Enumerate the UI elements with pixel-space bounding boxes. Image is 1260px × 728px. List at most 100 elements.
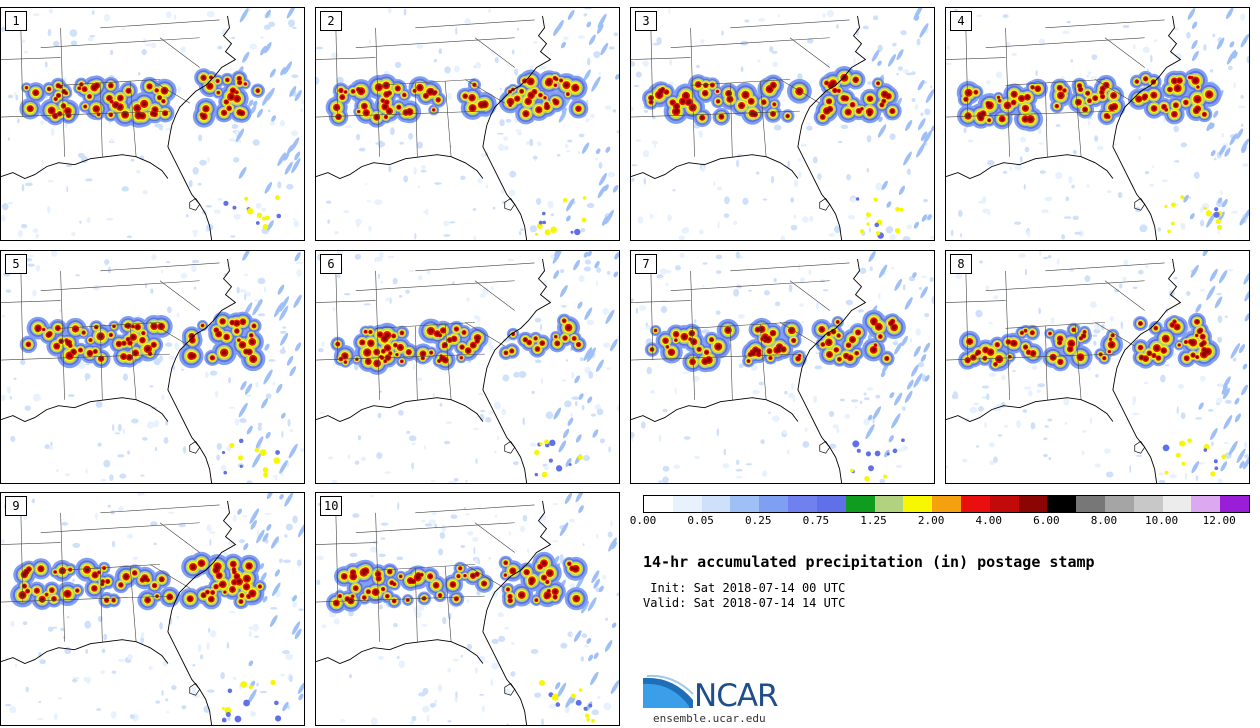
precip-cell [109,333,113,337]
precip-cell [891,324,897,330]
light-precip-cell [1186,31,1191,39]
precip-cell [756,349,761,353]
light-precip-cell [35,233,40,239]
light-precip-cell [1094,322,1101,331]
precip-cell [899,207,904,212]
light-precip-cell [668,8,671,15]
light-precip-cell [1090,301,1097,309]
precip-cell [674,104,679,109]
light-precip-cell [867,81,873,85]
light-precip-cell [889,133,896,140]
lake-outline [189,440,201,454]
precip-cell [1025,95,1030,100]
light-precip-cell [292,26,297,30]
light-precip-cell [1005,41,1011,48]
precip-cell [1187,438,1192,443]
precip-cell [576,106,581,111]
precip-cell [819,327,824,332]
light-precip-cell [223,551,228,558]
precip-cell [152,107,158,112]
light-precip-cell [900,30,907,36]
precip-cell [868,465,874,472]
precip-cell [726,91,731,96]
coastline [631,154,799,180]
precip-cell [966,90,971,96]
light-precip-cell [130,158,135,162]
light-precip-cell [1024,268,1028,276]
precip-streak [587,396,593,404]
light-precip-cell [1093,340,1097,346]
precip-streak [877,60,882,66]
light-precip-cell [1227,268,1234,272]
precip-cell [748,352,752,356]
precip-cell [226,78,229,82]
precip-streak [1214,296,1223,309]
light-precip-cell [989,372,996,377]
light-precip-cell [529,225,538,233]
precip-cell [229,442,235,449]
precip-streak [255,436,264,449]
light-precip-cell [474,315,479,320]
precip-streak [907,379,914,390]
precip-cell [275,450,280,455]
light-precip-cell [117,454,125,458]
precip-streak [923,342,931,353]
light-precip-cell [1087,366,1091,371]
precip-cell [384,100,389,105]
light-precip-cell [696,64,700,69]
state-boundary [1045,326,1048,400]
precip-cell [1203,206,1207,211]
light-precip-cell [117,423,122,432]
state-boundary [1104,37,1145,68]
light-precip-cell [1009,165,1013,172]
precip-streak [286,144,294,155]
light-precip-cell [646,366,652,375]
precip-streak [553,270,560,280]
light-precip-cell [590,413,597,417]
precip-cell [1162,105,1166,109]
precip-cell [224,100,228,104]
precip-cell [1077,84,1082,88]
precip-cell [276,213,282,219]
lake-outline [504,440,516,454]
light-precip-cell [472,208,477,211]
precip-cell [510,349,514,353]
light-precip-cell [723,213,730,218]
light-precip-cell [191,259,200,264]
precip-cell [895,206,900,212]
light-precip-cell [586,202,595,209]
precip-cell [1195,334,1198,337]
precip-cell [221,350,227,356]
precip-streak [1229,133,1238,146]
precip-streak [581,142,590,154]
light-precip-cell [616,405,619,412]
light-precip-cell [1211,441,1214,447]
light-precip-cell [41,159,44,167]
precip-streak [261,398,269,409]
light-precip-cell [946,62,953,66]
precip-streak [279,459,288,474]
light-precip-cell [1161,179,1169,183]
light-precip-cell [857,309,864,313]
light-precip-cell [598,162,603,169]
precip-cell [696,82,701,87]
state-boundary [670,280,830,291]
light-precip-cell [617,334,619,341]
precip-cell [827,99,831,104]
light-precip-cell [488,347,495,351]
precip-cell [850,468,854,473]
light-precip-cell [659,268,668,275]
precip-cell [78,348,82,352]
precip-cell [755,327,760,332]
precip-cell [72,350,76,354]
light-precip-cell [1199,375,1206,382]
precip-cell [362,104,367,109]
light-precip-cell [744,19,750,23]
light-precip-cell [583,455,590,461]
light-precip-cell [735,251,741,259]
light-precip-cell [488,8,491,13]
light-precip-cell [176,615,180,619]
precip-streak [612,185,619,193]
precip-cell [1203,448,1208,452]
light-precip-cell [547,200,554,209]
